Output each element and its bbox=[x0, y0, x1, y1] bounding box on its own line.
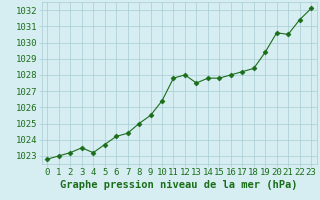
X-axis label: Graphe pression niveau de la mer (hPa): Graphe pression niveau de la mer (hPa) bbox=[60, 180, 298, 190]
